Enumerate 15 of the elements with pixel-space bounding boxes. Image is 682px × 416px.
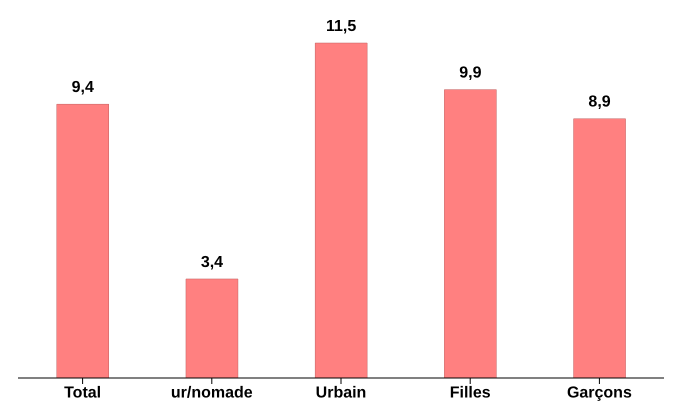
x-tick-label: Filles	[450, 384, 491, 402]
bar	[314, 42, 368, 378]
bar	[444, 89, 497, 378]
x-tick-label: ur/nomade	[170, 384, 253, 402]
x-tick-label: Garçons	[566, 384, 632, 402]
x-tick-label: Urbain	[316, 384, 366, 402]
bar	[573, 118, 626, 378]
bar	[186, 278, 238, 378]
data-label: 11,5	[326, 18, 356, 35]
data-label: 9,4	[72, 79, 94, 96]
bar	[56, 104, 110, 378]
data-label: 9,9	[459, 64, 482, 82]
x-tick-label: Total	[64, 384, 102, 402]
data-label: 8,9	[588, 94, 611, 111]
data-label: 3,4	[200, 254, 224, 271]
